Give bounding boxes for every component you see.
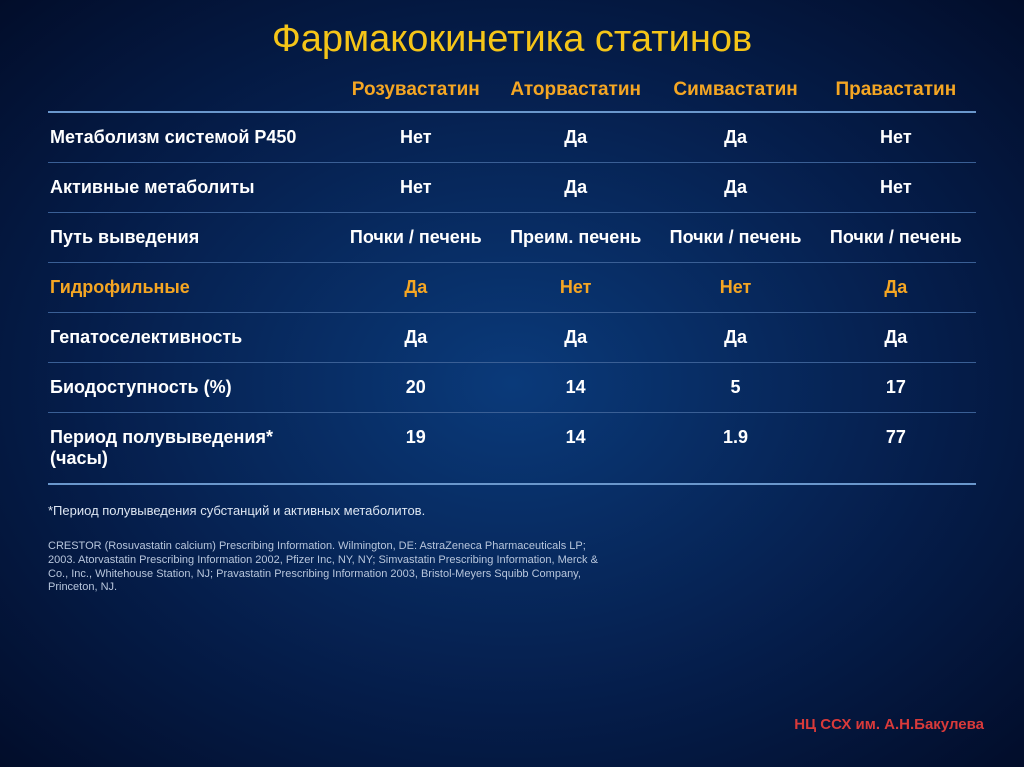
references: CRESTOR (Rosuvastatin calcium) Prescribi… xyxy=(0,518,660,595)
cell: Нет xyxy=(496,263,655,313)
cell: 77 xyxy=(816,413,976,485)
row-label: Метаболизм системой P450 xyxy=(48,112,336,163)
credit: НЦ ССХ им. А.Н.Бакулева xyxy=(794,716,984,733)
cell: Нет xyxy=(336,163,496,213)
cell: 1.9 xyxy=(655,413,815,485)
cell: 20 xyxy=(336,363,496,413)
header-blank xyxy=(48,71,336,112)
table-header-row: Розувастатин Аторвастатин Симвастатин Пр… xyxy=(48,71,976,112)
row-label: Активные метаболиты xyxy=(48,163,336,213)
table-row: Метаболизм системой P450НетДаДаНет xyxy=(48,112,976,163)
cell: Да xyxy=(336,263,496,313)
cell: Да xyxy=(496,163,655,213)
cell: 17 xyxy=(816,363,976,413)
cell: Почки / печень xyxy=(655,213,815,263)
cell: Почки / печень xyxy=(816,213,976,263)
table-row: Биодоступность (%)2014517 xyxy=(48,363,976,413)
cell: 14 xyxy=(496,413,655,485)
cell: Да xyxy=(655,163,815,213)
col-header: Правастатин xyxy=(816,71,976,112)
col-header: Симвастатин xyxy=(655,71,815,112)
col-header: Розувастатин xyxy=(336,71,496,112)
row-label: Биодоступность (%) xyxy=(48,363,336,413)
cell: Да xyxy=(336,313,496,363)
cell: Преим. печень xyxy=(496,213,655,263)
row-label: Гепатоселективность xyxy=(48,313,336,363)
cell: Нет xyxy=(655,263,815,313)
table-container: Розувастатин Аторвастатин Симвастатин Пр… xyxy=(0,71,1024,485)
footnote: *Период полувыведения субстанций и актив… xyxy=(0,485,1024,518)
cell: Нет xyxy=(816,112,976,163)
cell: Да xyxy=(496,313,655,363)
cell: Да xyxy=(816,313,976,363)
cell: Да xyxy=(655,112,815,163)
pharmacokinetics-table: Розувастатин Аторвастатин Симвастатин Пр… xyxy=(48,71,976,485)
slide-title: Фармакокинетика статинов xyxy=(0,0,1024,71)
table-row: ГепатоселективностьДаДаДаДа xyxy=(48,313,976,363)
table-row: Период полувыведения* (часы)19141.977 xyxy=(48,413,976,485)
row-label: Путь выведения xyxy=(48,213,336,263)
col-header: Аторвастатин xyxy=(496,71,655,112)
cell: Да xyxy=(816,263,976,313)
table-row: ГидрофильныеДаНетНетДа xyxy=(48,263,976,313)
table-row: Активные метаболитыНетДаДаНет xyxy=(48,163,976,213)
cell: Нет xyxy=(816,163,976,213)
cell: 5 xyxy=(655,363,815,413)
row-label: Период полувыведения* (часы) xyxy=(48,413,336,485)
cell: Нет xyxy=(336,112,496,163)
cell: Да xyxy=(655,313,815,363)
cell: 19 xyxy=(336,413,496,485)
cell: Да xyxy=(496,112,655,163)
table-row: Путь выведенияПочки / печеньПреим. печен… xyxy=(48,213,976,263)
cell: 14 xyxy=(496,363,655,413)
cell: Почки / печень xyxy=(336,213,496,263)
row-label: Гидрофильные xyxy=(48,263,336,313)
